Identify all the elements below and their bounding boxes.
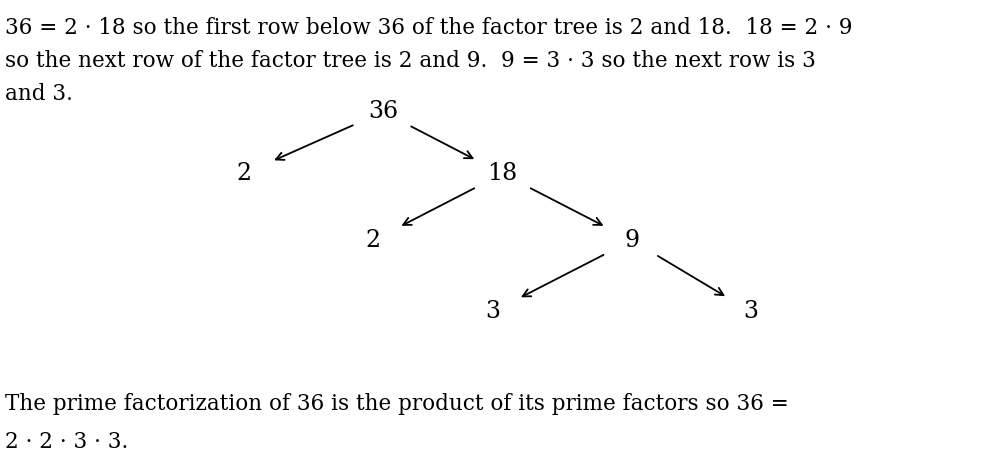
Text: 3: 3 — [484, 300, 500, 323]
Text: The prime factorization of 36 is the product of its prime factors so 36 =: The prime factorization of 36 is the pro… — [5, 393, 788, 415]
Text: and 3.: and 3. — [5, 83, 73, 105]
Text: 2: 2 — [236, 162, 251, 185]
Text: 2 · 2 · 3 · 3.: 2 · 2 · 3 · 3. — [5, 431, 128, 453]
Text: so the next row of the factor tree is 2 and 9.  9 = 3 · 3 so the next row is 3: so the next row of the factor tree is 2 … — [5, 50, 815, 72]
Text: 2: 2 — [365, 229, 381, 252]
Text: 9: 9 — [623, 229, 639, 252]
Text: 18: 18 — [487, 162, 517, 185]
Text: 36: 36 — [368, 100, 398, 123]
Text: 36 = 2 · 18 so the first row below 36 of the factor tree is 2 and 18.  18 = 2 · : 36 = 2 · 18 so the first row below 36 of… — [5, 17, 852, 39]
Text: 3: 3 — [743, 300, 758, 323]
